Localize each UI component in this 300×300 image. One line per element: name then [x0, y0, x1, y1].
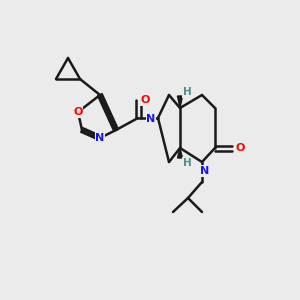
Polygon shape	[178, 148, 182, 158]
Text: H: H	[183, 87, 191, 97]
Text: N: N	[200, 166, 210, 176]
Text: O: O	[73, 107, 83, 117]
Polygon shape	[178, 96, 182, 108]
Text: N: N	[146, 114, 156, 124]
Text: O: O	[140, 95, 150, 105]
Text: H: H	[183, 158, 191, 168]
Text: N: N	[95, 133, 105, 143]
Text: O: O	[235, 143, 245, 153]
